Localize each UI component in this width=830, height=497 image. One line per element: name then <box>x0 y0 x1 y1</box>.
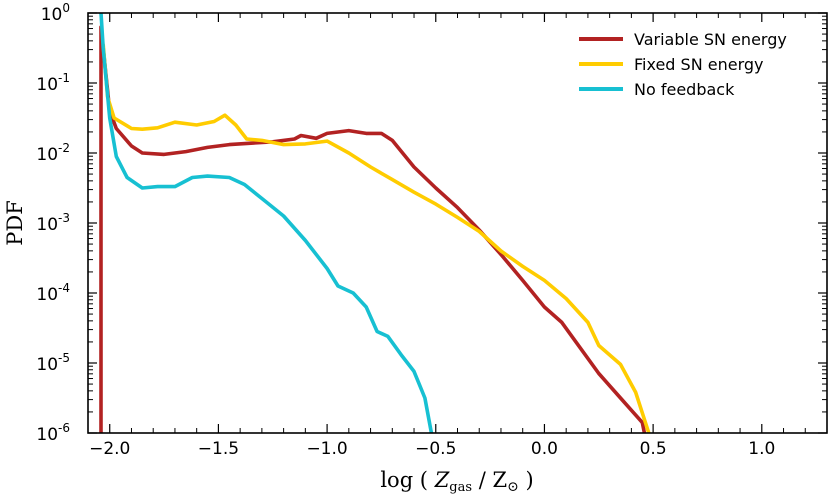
x-tick-label: −2.0 <box>89 439 130 459</box>
legend-label-2: Fixed SN energy <box>634 55 764 74</box>
legend: Variable SN energy Fixed SN energy No feed… <box>579 30 787 99</box>
series-layer <box>99 13 651 433</box>
legend-label-3: No feedback <box>634 80 735 99</box>
y-tick-label: 10-3 <box>36 211 70 235</box>
x-tick-labels: −2.0 −1.5 −1.0 −0.5 0.0 0.5 1.0 <box>89 439 775 459</box>
ticks-layer <box>87 12 828 434</box>
y-tick-labels: 100 10-1 10-2 10-3 10-4 10-5 10-6 <box>36 1 70 445</box>
series-line-1 <box>99 25 647 433</box>
y-tick-label: 10-2 <box>36 141 70 165</box>
series-line-2 <box>101 44 651 433</box>
x-tick-label: −1.5 <box>198 439 239 459</box>
y-tick-label: 100 <box>41 1 70 25</box>
x-tick-label: 0.0 <box>531 439 558 459</box>
series-line-3 <box>99 13 434 433</box>
plot-frame <box>87 12 828 434</box>
x-tick-label: 0.5 <box>640 439 667 459</box>
x-tick-label: 1.0 <box>748 439 775 459</box>
x-tick-label: −1.0 <box>306 439 347 459</box>
y-axis-title: PDF <box>3 200 27 246</box>
y-tick-label: 10-6 <box>36 421 70 445</box>
x-axis-title: log ( Zgas / Z⊙ ) <box>380 468 533 495</box>
y-tick-label: 10-1 <box>36 71 70 95</box>
x-tick-label: −0.5 <box>415 439 456 459</box>
y-tick-label: 10-4 <box>36 281 70 305</box>
y-tick-label: 10-5 <box>36 351 70 375</box>
legend-label-1: Variable SN energy <box>634 30 787 49</box>
